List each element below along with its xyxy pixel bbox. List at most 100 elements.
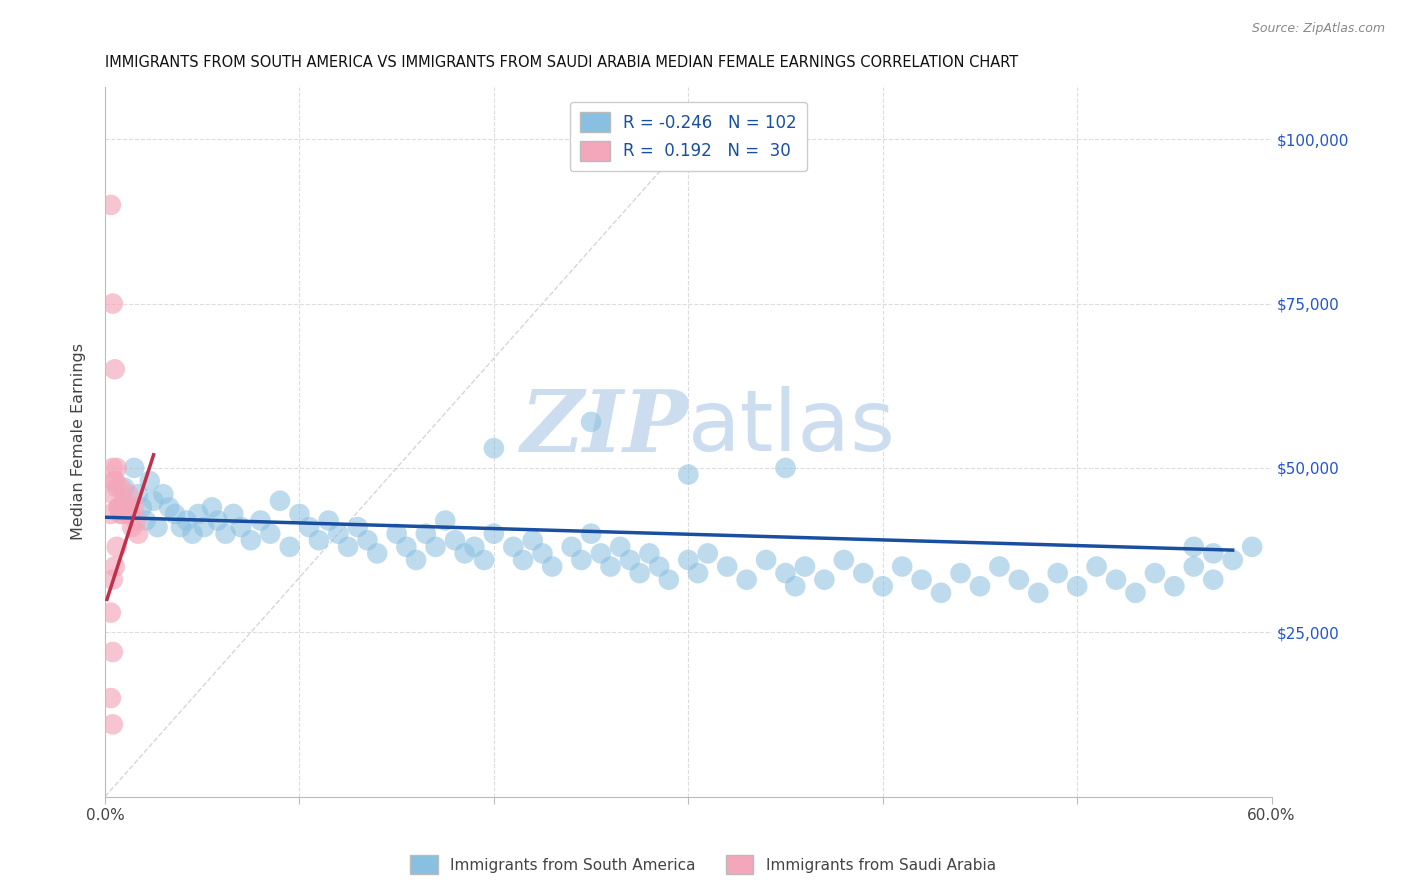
Point bbox=[949, 566, 972, 581]
Point bbox=[502, 540, 524, 554]
Point bbox=[135, 514, 157, 528]
Point bbox=[1066, 579, 1088, 593]
Point bbox=[170, 520, 193, 534]
Point bbox=[207, 514, 229, 528]
Point bbox=[541, 559, 564, 574]
Point bbox=[1163, 579, 1185, 593]
Point bbox=[104, 474, 127, 488]
Y-axis label: Median Female Earnings: Median Female Earnings bbox=[72, 343, 86, 541]
Point bbox=[114, 493, 136, 508]
Point bbox=[385, 526, 408, 541]
Point bbox=[929, 586, 952, 600]
Point bbox=[832, 553, 855, 567]
Point bbox=[872, 579, 894, 593]
Point bbox=[356, 533, 378, 548]
Point bbox=[105, 461, 128, 475]
Point bbox=[105, 540, 128, 554]
Text: ZIP: ZIP bbox=[520, 385, 689, 469]
Legend: R = -0.246   N = 102, R =  0.192   N =  30: R = -0.246 N = 102, R = 0.192 N = 30 bbox=[569, 102, 807, 171]
Point bbox=[239, 533, 262, 548]
Point bbox=[308, 533, 330, 548]
Point bbox=[122, 500, 145, 515]
Point bbox=[891, 559, 914, 574]
Point bbox=[101, 573, 124, 587]
Point bbox=[100, 691, 122, 706]
Point bbox=[163, 507, 186, 521]
Point bbox=[482, 526, 505, 541]
Point bbox=[463, 540, 485, 554]
Point bbox=[337, 540, 360, 554]
Point bbox=[1202, 546, 1225, 560]
Point bbox=[101, 717, 124, 731]
Point bbox=[522, 533, 544, 548]
Point bbox=[152, 487, 174, 501]
Point bbox=[735, 573, 758, 587]
Point bbox=[716, 559, 738, 574]
Point bbox=[1202, 573, 1225, 587]
Point bbox=[910, 573, 932, 587]
Point bbox=[104, 362, 127, 376]
Point bbox=[127, 487, 149, 501]
Point bbox=[249, 514, 271, 528]
Point bbox=[1222, 553, 1244, 567]
Point bbox=[181, 526, 204, 541]
Point bbox=[101, 461, 124, 475]
Text: atlas: atlas bbox=[689, 386, 896, 469]
Point bbox=[298, 520, 321, 534]
Point bbox=[288, 507, 311, 521]
Point bbox=[100, 198, 122, 212]
Point bbox=[214, 526, 236, 541]
Point bbox=[609, 540, 631, 554]
Point bbox=[222, 507, 245, 521]
Point bbox=[187, 507, 209, 521]
Point bbox=[472, 553, 495, 567]
Point bbox=[852, 566, 875, 581]
Point bbox=[366, 546, 388, 560]
Point bbox=[318, 514, 340, 528]
Point bbox=[101, 645, 124, 659]
Point bbox=[512, 553, 534, 567]
Point bbox=[454, 546, 477, 560]
Point bbox=[444, 533, 467, 548]
Point bbox=[107, 500, 129, 515]
Point bbox=[138, 474, 160, 488]
Point bbox=[589, 546, 612, 560]
Point bbox=[107, 500, 129, 515]
Point bbox=[638, 546, 661, 560]
Point bbox=[201, 500, 224, 515]
Point bbox=[686, 566, 709, 581]
Point bbox=[775, 461, 797, 475]
Point bbox=[579, 415, 602, 429]
Legend: Immigrants from South America, Immigrants from Saudi Arabia: Immigrants from South America, Immigrant… bbox=[404, 849, 1002, 880]
Point bbox=[346, 520, 368, 534]
Text: Source: ZipAtlas.com: Source: ZipAtlas.com bbox=[1251, 22, 1385, 36]
Point bbox=[434, 514, 457, 528]
Point bbox=[1125, 586, 1147, 600]
Point bbox=[658, 573, 681, 587]
Point bbox=[157, 500, 180, 515]
Point bbox=[599, 559, 621, 574]
Point bbox=[988, 559, 1011, 574]
Point bbox=[619, 553, 641, 567]
Point bbox=[259, 526, 281, 541]
Point bbox=[278, 540, 301, 554]
Point bbox=[395, 540, 418, 554]
Point bbox=[969, 579, 991, 593]
Point bbox=[696, 546, 718, 560]
Point bbox=[146, 520, 169, 534]
Point bbox=[628, 566, 651, 581]
Point bbox=[111, 507, 134, 521]
Point bbox=[405, 553, 427, 567]
Point bbox=[101, 487, 124, 501]
Point bbox=[579, 526, 602, 541]
Point bbox=[425, 540, 447, 554]
Point bbox=[110, 481, 132, 495]
Point bbox=[120, 507, 142, 521]
Point bbox=[229, 520, 252, 534]
Point bbox=[1008, 573, 1031, 587]
Point bbox=[1143, 566, 1166, 581]
Point bbox=[415, 526, 437, 541]
Point bbox=[785, 579, 807, 593]
Point bbox=[121, 520, 143, 534]
Point bbox=[561, 540, 583, 554]
